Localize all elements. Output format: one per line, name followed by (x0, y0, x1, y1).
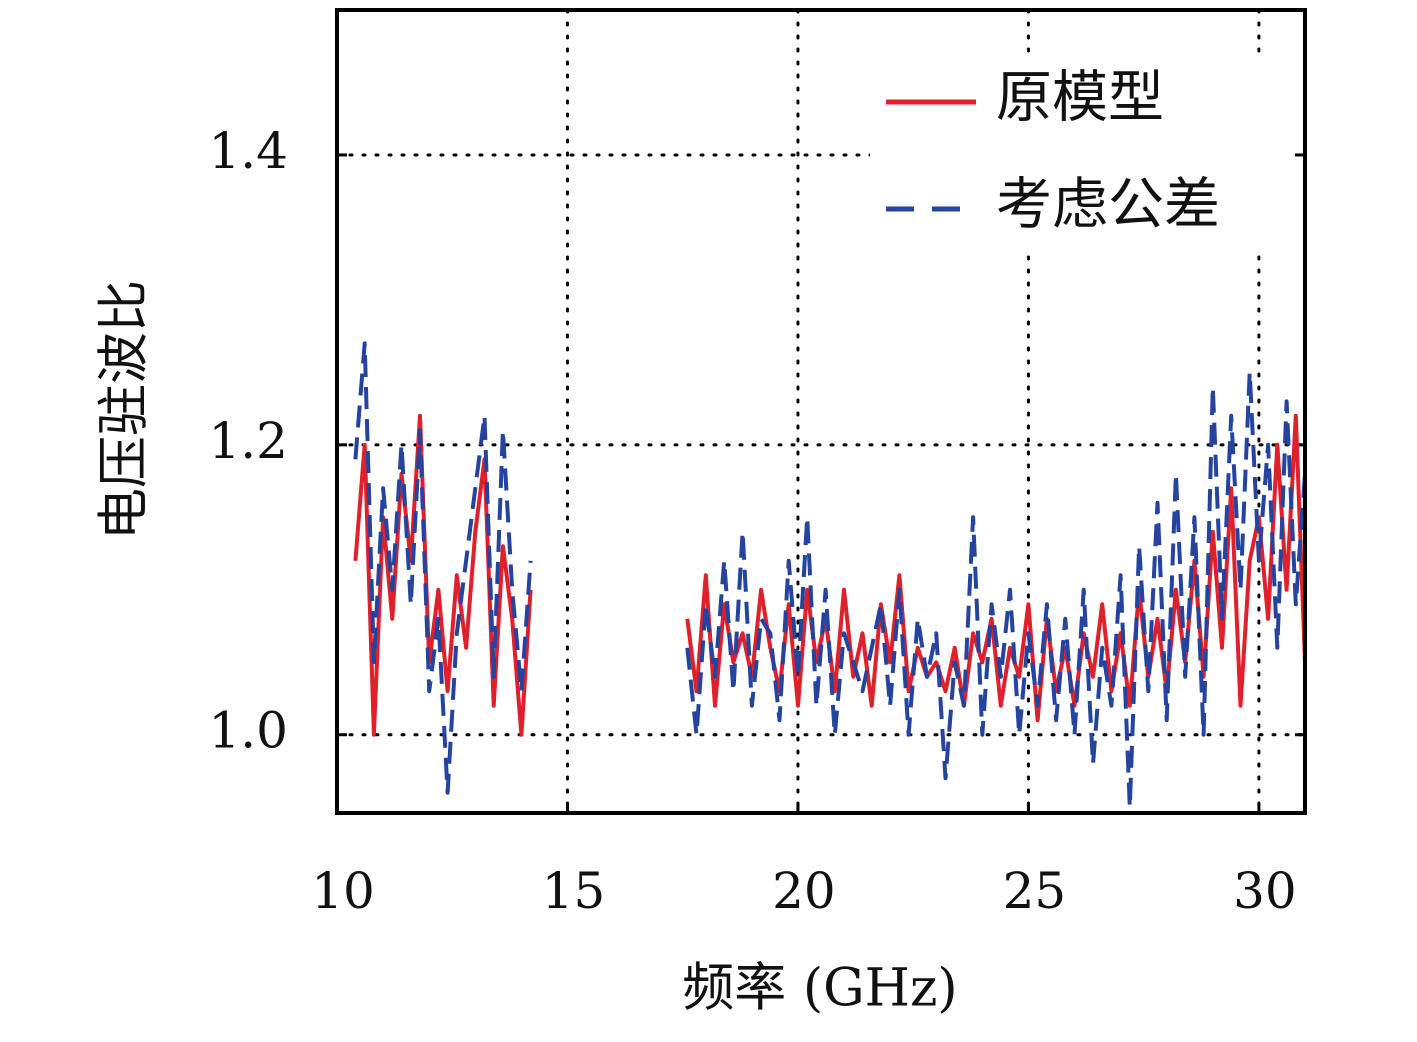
legend-label: 原模型 (996, 66, 1164, 131)
x-tick-label: 30 (1233, 862, 1297, 920)
plot-frame (335, 8, 1307, 815)
x-tick-label: 25 (1003, 862, 1067, 920)
x-axis-title: 频率 (GHz) (682, 959, 957, 1019)
data-line (353, 341, 1307, 810)
y-tick-label: 1.4 (208, 122, 288, 180)
x-tick-label: 10 (311, 862, 375, 920)
legend-label: 考虑公差 (996, 173, 1220, 238)
y-axis-title: 电压驻波比 (95, 280, 155, 540)
x-tick-label: 15 (542, 862, 606, 920)
x-tick-label: 20 (772, 862, 836, 920)
y-tick-label: 1.0 (208, 702, 288, 760)
legend-box (870, 55, 1290, 255)
y-tick-label: 1.2 (208, 412, 288, 470)
